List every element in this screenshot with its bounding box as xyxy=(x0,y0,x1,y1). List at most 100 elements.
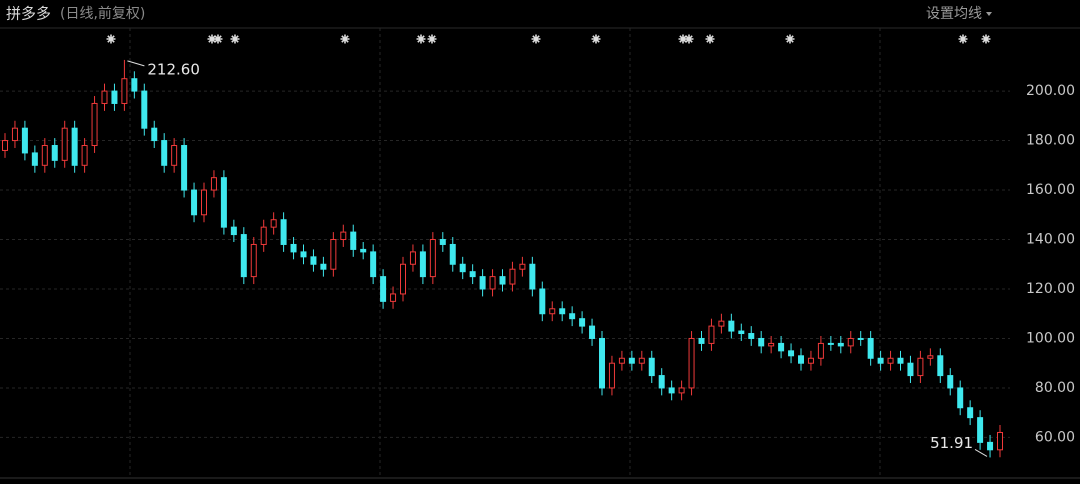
candle-body xyxy=(161,140,168,166)
candle-body xyxy=(559,308,566,315)
candle-body xyxy=(489,276,496,290)
y-tick-label: 140.00 xyxy=(1026,232,1075,248)
candle-body xyxy=(111,90,118,104)
y-tick-label: 100.00 xyxy=(1026,330,1075,346)
candle-body xyxy=(698,337,705,344)
candle-body xyxy=(549,308,556,315)
y-tick-label: 160.00 xyxy=(1026,182,1075,198)
candle-body xyxy=(210,177,217,191)
candle-body xyxy=(907,362,914,377)
candle-body xyxy=(947,375,954,389)
dropdown-icon[interactable] xyxy=(986,12,992,16)
candle-body xyxy=(409,251,416,265)
candle-body xyxy=(668,387,675,394)
candle-body xyxy=(857,337,864,340)
candle-body xyxy=(877,357,884,364)
candle-body xyxy=(230,226,237,236)
candle-body xyxy=(191,189,198,216)
candle-body xyxy=(51,145,58,161)
candle-body xyxy=(31,152,38,166)
candle-body xyxy=(748,333,755,339)
ma-settings[interactable]: 设置均线 xyxy=(926,6,982,22)
chart-subtitle: (日线,前复权) xyxy=(60,5,145,22)
candle-body xyxy=(121,78,128,104)
candle-body xyxy=(290,243,297,253)
high-arrow xyxy=(127,60,145,67)
candle-body xyxy=(439,239,446,245)
candle-body xyxy=(967,407,974,419)
candle-body xyxy=(101,90,108,104)
candle-body xyxy=(897,357,904,364)
candle-body xyxy=(479,276,486,290)
candle-body xyxy=(817,342,824,359)
candle-body xyxy=(380,276,387,302)
candle-body xyxy=(688,337,695,389)
high-label: 212.60 xyxy=(147,60,200,78)
candle-body xyxy=(131,78,138,92)
candle-body xyxy=(350,231,357,250)
candle-body xyxy=(360,248,367,253)
candle-body xyxy=(141,90,148,129)
candle-body xyxy=(997,431,1003,451)
low-arrow xyxy=(974,449,988,457)
candle-body xyxy=(678,387,685,394)
candle-body xyxy=(569,313,576,320)
candle-body xyxy=(917,357,924,377)
candle-body xyxy=(628,357,635,364)
candle-body xyxy=(320,263,327,270)
candle-body xyxy=(579,318,586,327)
candle-body xyxy=(658,375,665,389)
y-tick-label: 200.00 xyxy=(1026,83,1075,99)
candle-body xyxy=(220,177,227,228)
candle-body xyxy=(21,127,28,154)
candle-body xyxy=(310,256,317,265)
candle-body xyxy=(2,140,8,151)
candle-body xyxy=(509,268,516,285)
candle-body xyxy=(937,355,944,377)
candle-body xyxy=(469,271,476,278)
candle-body xyxy=(847,337,854,347)
candle-body xyxy=(11,127,18,142)
low-label: 51.91 xyxy=(930,434,973,452)
candle-body xyxy=(718,320,725,327)
chart-title: 拼多多 xyxy=(6,5,51,23)
candle-body xyxy=(977,417,984,443)
candle-body xyxy=(957,387,964,409)
y-tick-label: 80.00 xyxy=(1035,380,1075,396)
candle-body xyxy=(728,320,735,332)
candle-body xyxy=(768,342,775,347)
candle-body xyxy=(927,355,934,359)
candle-body xyxy=(798,355,804,364)
candle-body xyxy=(330,239,337,270)
candle-body xyxy=(758,337,765,347)
candle-body xyxy=(827,342,834,345)
candle-body xyxy=(61,127,68,161)
candle-body xyxy=(260,226,267,245)
candle-body xyxy=(81,145,88,166)
candle-body xyxy=(738,330,745,335)
candle-body xyxy=(390,293,397,302)
candle-body xyxy=(589,325,596,339)
candle-body xyxy=(499,276,506,285)
candle-body xyxy=(41,145,48,166)
candle-body xyxy=(300,251,307,258)
candle-body xyxy=(280,219,287,245)
candle-body xyxy=(429,239,436,278)
candle-body xyxy=(638,357,645,364)
candle-body xyxy=(778,342,785,352)
candle-body xyxy=(648,357,655,377)
candle-body xyxy=(91,102,98,147)
candle-body xyxy=(171,145,178,166)
candle-body xyxy=(201,189,207,216)
candle-body xyxy=(519,263,526,270)
vertical-grid xyxy=(129,28,881,478)
y-tick-label: 120.00 xyxy=(1026,281,1075,297)
candle-body xyxy=(449,243,456,265)
candle-body xyxy=(867,337,874,359)
candle-body xyxy=(459,263,466,273)
candle-body xyxy=(887,357,894,364)
candle-body xyxy=(599,337,605,389)
candle-body xyxy=(987,441,994,451)
candle-body xyxy=(250,243,257,278)
